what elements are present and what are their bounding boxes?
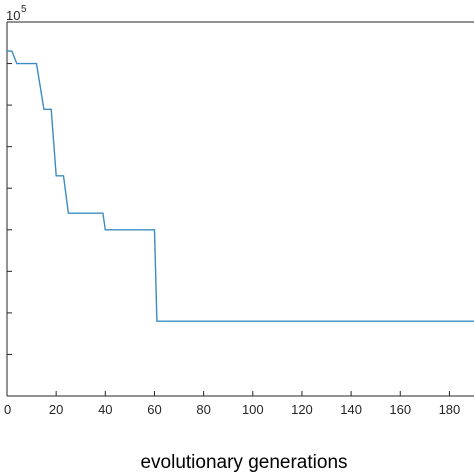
x-tick-label: 0 [4, 402, 11, 417]
y-exponent-base: 10 [6, 8, 20, 23]
y-exponent-power: 5 [21, 4, 27, 15]
x-tick-labels: 0 20 40 60 80 100 120 140 160 180 [4, 402, 460, 417]
x-tick-label: 180 [439, 402, 461, 417]
plot-area [6, 21, 474, 397]
x-tick-label: 60 [147, 402, 161, 417]
series-line [7, 50, 474, 322]
x-tick-label: 160 [389, 402, 411, 417]
x-axis-label: evolutionary generations [140, 452, 347, 473]
x-tick-label: 140 [340, 402, 362, 417]
x-tick-label: 120 [291, 402, 313, 417]
x-tick-label: 80 [196, 402, 210, 417]
x-tick-label: 40 [98, 402, 112, 417]
x-tick-label: 20 [49, 402, 63, 417]
x-tick-label: 100 [242, 402, 264, 417]
